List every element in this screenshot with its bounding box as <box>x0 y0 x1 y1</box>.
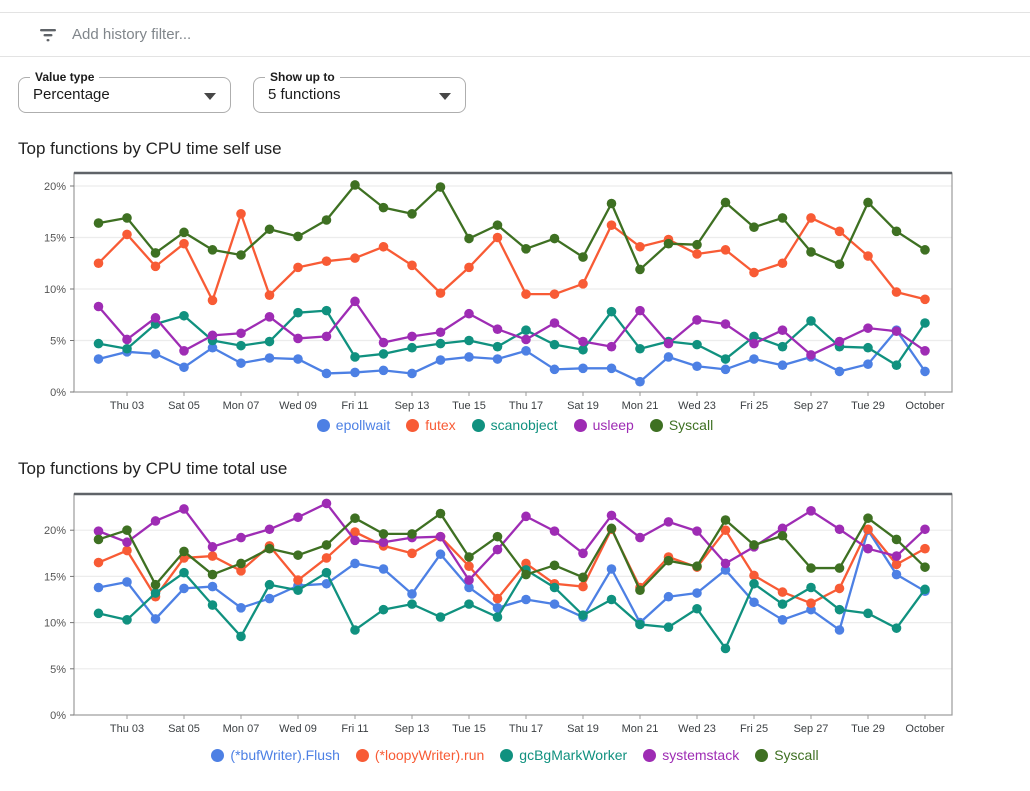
value-type-select[interactable]: Value type Percentage <box>18 69 231 113</box>
svg-text:10%: 10% <box>44 618 66 630</box>
legend-item-epollwait: epollwait <box>316 417 391 433</box>
show-up-to-value: 5 functions <box>268 86 341 103</box>
value-type-label: Value type <box>30 69 100 85</box>
legend-label: gcBgMarkWorker <box>519 747 628 763</box>
show-up-to-label: Show up to <box>265 69 340 85</box>
svg-text:Fri 25: Fri 25 <box>740 400 768 412</box>
legend-item-futex: futex <box>406 417 456 433</box>
legend-dot-icon <box>573 418 587 432</box>
legend-item-usleep: usleep <box>573 417 634 433</box>
svg-text:Sep 13: Sep 13 <box>395 400 430 412</box>
svg-text:Tue 29: Tue 29 <box>851 723 885 735</box>
svg-text:20%: 20% <box>44 525 66 537</box>
svg-text:Sat 05: Sat 05 <box>168 400 200 412</box>
legend-item-syscall: Syscall <box>649 417 714 433</box>
svg-text:20%: 20% <box>44 181 66 193</box>
svg-text:Sep 27: Sep 27 <box>794 400 829 412</box>
cpu-total-use-chart[interactable]: 0% 5% 10% 15% 20% Thu 03 Sat 05 Mon 07 Wed 09 Fri… <box>0 485 1030 743</box>
profiler-history-page: Value type Percentage Show up to 5 funct… <box>0 12 1030 763</box>
svg-text:Fri 11: Fri 11 <box>341 400 368 412</box>
legend-dot-icon <box>211 748 225 762</box>
legend-label: (*bufWriter).Flush <box>230 747 340 763</box>
svg-text:Mon 07: Mon 07 <box>223 400 260 412</box>
svg-text:Tue 29: Tue 29 <box>851 400 885 412</box>
legend-dot-icon <box>406 418 420 432</box>
svg-text:Sat 19: Sat 19 <box>567 400 599 412</box>
svg-text:Wed 23: Wed 23 <box>678 723 716 735</box>
svg-text:Wed 09: Wed 09 <box>279 723 317 735</box>
svg-text:Mon 07: Mon 07 <box>223 723 260 735</box>
svg-text:Thu 03: Thu 03 <box>110 400 144 412</box>
legend-item--bufwriter-flush: (*bufWriter).Flush <box>211 747 340 763</box>
legend-item-gcbgmarkworker: gcBgMarkWorker <box>500 747 627 763</box>
legend-label: usleep <box>592 417 634 433</box>
legend-label: epollwait <box>335 417 391 433</box>
legend-label: (*loopyWriter).run <box>374 747 485 763</box>
filter-icon <box>38 25 58 45</box>
svg-text:Thu 17: Thu 17 <box>509 400 543 412</box>
svg-text:5%: 5% <box>50 336 66 348</box>
legend-label: systemstack <box>662 747 740 763</box>
svg-text:Thu 03: Thu 03 <box>110 723 144 735</box>
svg-text:Tue 15: Tue 15 <box>452 723 486 735</box>
cpu-total-use-section: Top functions by CPU time total use 0% 5%… <box>0 459 1030 763</box>
legend-item-scanobject: scanobject <box>471 417 558 433</box>
svg-text:Wed 09: Wed 09 <box>279 400 317 412</box>
svg-text:Sep 27: Sep 27 <box>794 723 829 735</box>
chart-title-self-use: Top functions by CPU time self use <box>18 139 282 158</box>
legend-label: Syscall <box>774 747 819 763</box>
svg-text:15%: 15% <box>44 233 66 245</box>
history-filter-bar <box>0 12 1030 57</box>
legend-dot-icon <box>471 418 485 432</box>
svg-text:Sep 13: Sep 13 <box>395 723 430 735</box>
legend-label: futex <box>425 417 456 433</box>
legend-dot-icon <box>755 748 769 762</box>
dropdown-arrow-icon <box>439 93 451 100</box>
cpu-total-use-legend: (*bufWriter).Flush (*loopyWriter).run gcBg… <box>0 747 1030 763</box>
legend-dot-icon <box>355 748 369 762</box>
svg-text:Tue 15: Tue 15 <box>452 400 486 412</box>
legend-item-systemstack: systemstack <box>643 747 739 763</box>
svg-text:Mon 21: Mon 21 <box>622 400 659 412</box>
chart-title-total-use: Top functions by CPU time total use <box>18 459 288 478</box>
svg-text:5%: 5% <box>50 664 66 676</box>
svg-text:October: October <box>905 723 944 735</box>
svg-text:Sat 05: Sat 05 <box>168 723 200 735</box>
legend-dot-icon <box>649 418 663 432</box>
svg-text:Thu 17: Thu 17 <box>509 723 543 735</box>
dropdown-arrow-icon <box>204 93 216 100</box>
show-up-to-select[interactable]: Show up to 5 functions <box>253 69 466 113</box>
svg-text:Mon 21: Mon 21 <box>622 723 659 735</box>
chart-controls: Value type Percentage Show up to 5 funct… <box>18 69 1030 113</box>
legend-dot-icon <box>316 418 330 432</box>
legend-label: Syscall <box>668 417 714 433</box>
svg-text:Wed 23: Wed 23 <box>678 400 716 412</box>
svg-text:Fri 25: Fri 25 <box>740 723 768 735</box>
svg-text:15%: 15% <box>44 571 66 583</box>
svg-text:0%: 0% <box>50 387 66 399</box>
svg-text:Sat 19: Sat 19 <box>567 723 599 735</box>
legend-item-syscall: Syscall <box>755 747 819 763</box>
svg-text:Fri 11: Fri 11 <box>341 723 368 735</box>
value-type-value: Percentage <box>33 86 110 103</box>
legend-label: scanobject <box>490 417 558 433</box>
cpu-self-use-chart[interactable]: 0% 5% 10% 15% 20% Thu 03 Sat 05 Mon 07 Wed 09 Fri… <box>0 165 1030 413</box>
svg-text:0%: 0% <box>50 710 66 722</box>
svg-text:October: October <box>905 400 944 412</box>
history-filter-input[interactable] <box>72 26 472 43</box>
legend-dot-icon <box>643 748 657 762</box>
legend-item--loopywriter-run: (*loopyWriter).run <box>355 747 485 763</box>
legend-dot-icon <box>500 748 514 762</box>
cpu-self-use-legend: epollwait futex scanobject usleep Syscall <box>0 417 1030 433</box>
svg-text:10%: 10% <box>44 284 66 296</box>
cpu-self-use-section: Top functions by CPU time self use 0% 5% 1… <box>0 139 1030 433</box>
